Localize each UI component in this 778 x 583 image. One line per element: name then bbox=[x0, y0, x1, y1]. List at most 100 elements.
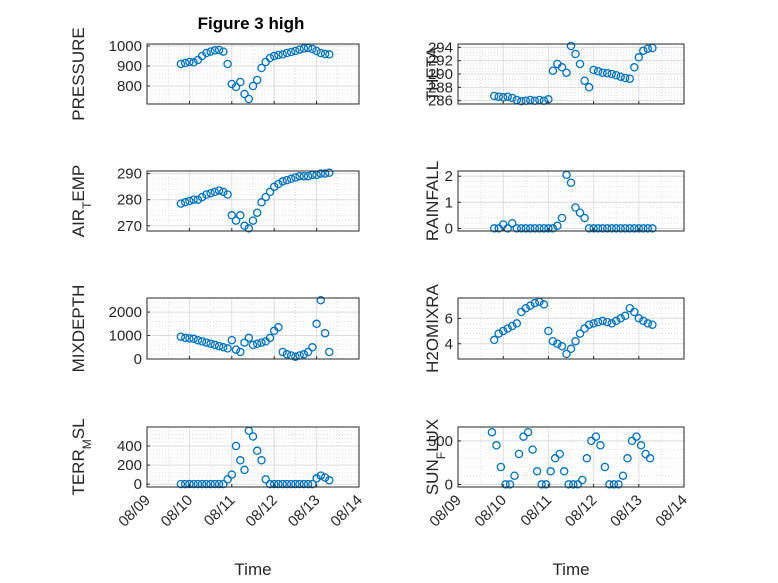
data-point bbox=[240, 338, 249, 347]
y-tick-label: 4 bbox=[445, 336, 453, 353]
data-point bbox=[185, 57, 194, 67]
data-point bbox=[625, 74, 635, 83]
data-point bbox=[299, 479, 309, 489]
data-point bbox=[244, 333, 254, 343]
data-point bbox=[627, 436, 637, 446]
data-point bbox=[605, 480, 614, 489]
y-tick-label: 400 bbox=[117, 438, 142, 455]
data-point bbox=[176, 59, 186, 69]
data-point bbox=[295, 479, 304, 489]
data-point bbox=[223, 59, 232, 69]
data-point bbox=[316, 296, 326, 305]
axes-box bbox=[457, 170, 685, 232]
data-point bbox=[214, 479, 224, 489]
data-point bbox=[176, 199, 186, 208]
data-point bbox=[632, 432, 641, 441]
data-point bbox=[639, 316, 648, 326]
data-point bbox=[571, 336, 580, 346]
data-point bbox=[240, 89, 249, 99]
data-point bbox=[299, 350, 309, 359]
data-point bbox=[548, 336, 558, 346]
data-point bbox=[643, 224, 653, 233]
data-point bbox=[575, 208, 585, 217]
data-point bbox=[282, 350, 292, 359]
data-point bbox=[600, 462, 610, 472]
data-point bbox=[521, 303, 531, 313]
data-point bbox=[214, 45, 224, 55]
data-point bbox=[636, 441, 646, 450]
data-point bbox=[197, 337, 207, 346]
data-point bbox=[185, 479, 194, 489]
data-point bbox=[571, 203, 580, 212]
data-point bbox=[286, 174, 296, 184]
data-point bbox=[320, 473, 330, 482]
y-tick-label: 290 bbox=[428, 66, 453, 83]
data-point bbox=[591, 432, 601, 441]
axes-box bbox=[146, 170, 360, 232]
data-point bbox=[573, 480, 583, 489]
data-point bbox=[489, 335, 499, 345]
data-point bbox=[257, 338, 266, 347]
data-point bbox=[274, 179, 283, 189]
data-point bbox=[505, 480, 515, 489]
data-point bbox=[648, 224, 657, 233]
data-point bbox=[494, 329, 503, 338]
data-point bbox=[634, 224, 644, 233]
data-point bbox=[227, 335, 237, 345]
y-axis-label: H2OMIXRA bbox=[423, 283, 442, 372]
data-point bbox=[214, 186, 224, 195]
y-tick-label: 280 bbox=[117, 192, 142, 209]
data-point bbox=[278, 177, 287, 186]
data-point bbox=[593, 224, 603, 233]
data-point bbox=[593, 317, 603, 327]
data-point bbox=[291, 173, 300, 182]
data-point bbox=[620, 311, 630, 321]
data-point bbox=[643, 44, 653, 53]
data-point bbox=[584, 224, 594, 233]
data-point bbox=[176, 479, 186, 489]
data-point bbox=[602, 69, 612, 78]
data-point bbox=[596, 441, 605, 450]
data-point bbox=[278, 347, 287, 357]
data-point bbox=[286, 47, 296, 57]
data-point bbox=[575, 329, 585, 338]
data-point bbox=[325, 476, 334, 485]
y-tick-label: 2 bbox=[445, 168, 453, 185]
data-point bbox=[219, 47, 228, 56]
y-axis-label: MIXDEPTH bbox=[69, 285, 88, 373]
y-axis-label: RAINFALL bbox=[423, 161, 442, 241]
data-point bbox=[512, 319, 522, 328]
y-axis-label: TERRMSL bbox=[69, 418, 94, 495]
data-point bbox=[223, 190, 232, 199]
data-point bbox=[261, 475, 270, 484]
data-point bbox=[299, 171, 309, 181]
data-point bbox=[557, 342, 567, 351]
data-point bbox=[530, 224, 540, 233]
data-point bbox=[210, 46, 220, 55]
data-point bbox=[517, 224, 526, 233]
y-axis-label: AIRTEMP bbox=[69, 165, 94, 238]
data-point bbox=[571, 49, 580, 59]
data-point bbox=[325, 50, 334, 59]
data-point bbox=[503, 324, 512, 333]
data-point bbox=[193, 195, 203, 204]
data-point bbox=[498, 326, 508, 336]
data-point bbox=[202, 48, 211, 58]
figure-title: Figure 3 high bbox=[198, 14, 305, 33]
data-point bbox=[562, 349, 571, 359]
y-tick-label: 292 bbox=[428, 53, 453, 70]
data-point bbox=[252, 339, 262, 349]
data-point bbox=[598, 224, 607, 233]
data-point bbox=[578, 475, 587, 485]
data-point bbox=[193, 335, 203, 345]
data-point bbox=[189, 195, 198, 204]
y-tick-label: 0 bbox=[134, 351, 142, 368]
data-point bbox=[231, 345, 241, 354]
data-point bbox=[236, 211, 245, 220]
data-point bbox=[555, 449, 564, 459]
data-point bbox=[248, 432, 258, 441]
data-point bbox=[197, 192, 207, 202]
data-point bbox=[487, 427, 497, 437]
